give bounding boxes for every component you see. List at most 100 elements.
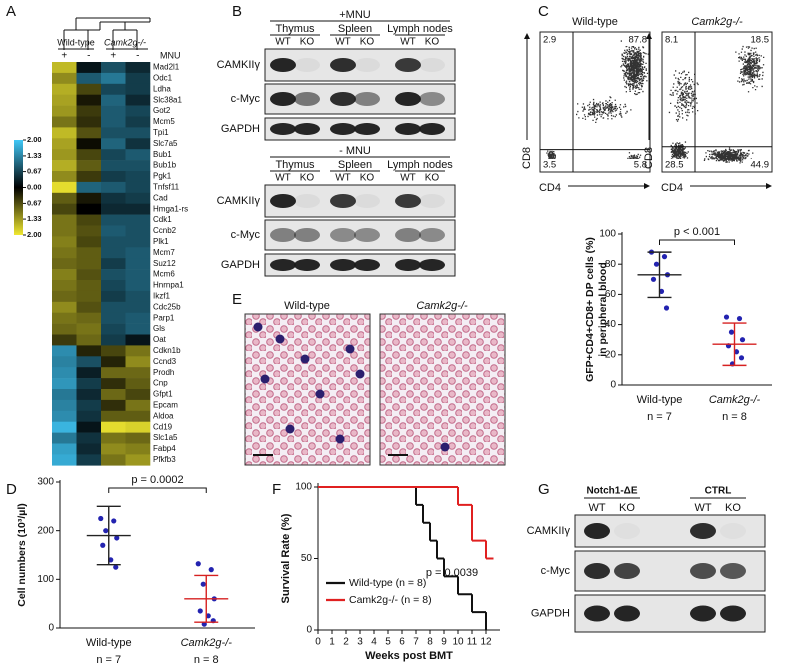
plot-title: Wild-type bbox=[572, 16, 618, 28]
gene-label: Mcm5 bbox=[153, 117, 175, 126]
treatment-sign: + bbox=[110, 51, 116, 62]
y-axis-label: Survival Rate (%) bbox=[280, 513, 292, 603]
colorbar-label: 1.33 bbox=[27, 151, 42, 160]
heatmap-cell bbox=[52, 290, 77, 303]
treatment-sign: - bbox=[136, 51, 139, 62]
quadrant-bg bbox=[747, 159, 770, 171]
heatmap-cell bbox=[101, 378, 126, 390]
heatmap-cell bbox=[125, 323, 151, 335]
heatmap-cell bbox=[52, 94, 77, 106]
data-point bbox=[728, 329, 735, 335]
gene-label: Oat bbox=[153, 335, 167, 344]
heatmap-cell bbox=[76, 171, 102, 183]
quadrant-value: 5.8 bbox=[634, 160, 647, 171]
blot-band bbox=[294, 123, 320, 135]
heatmap-cell bbox=[125, 116, 151, 128]
heatmap-cell bbox=[125, 312, 151, 324]
heatmap-cell bbox=[101, 236, 126, 248]
heatmap-cell bbox=[52, 410, 77, 422]
heatmap-cell bbox=[101, 399, 126, 412]
heatmap-cell bbox=[125, 334, 151, 346]
blot-band bbox=[720, 563, 746, 579]
heatmap-cell bbox=[76, 443, 102, 455]
heatmap-cell bbox=[125, 72, 151, 85]
heatmap-cell bbox=[101, 160, 126, 172]
blot-band bbox=[395, 194, 421, 208]
heatmap-cell bbox=[52, 301, 77, 313]
heatmap-cell bbox=[125, 378, 151, 390]
protein-label: c-Myc bbox=[541, 565, 571, 577]
heatmap-cell bbox=[52, 378, 77, 390]
heatmap-cell bbox=[125, 301, 151, 313]
panel-letter: B bbox=[232, 3, 242, 20]
heatmap-cell bbox=[76, 280, 102, 292]
x-tick-label: 3 bbox=[357, 637, 363, 648]
lane-label: KO bbox=[725, 502, 741, 514]
heatmap-cell bbox=[76, 421, 102, 433]
heatmap-cell bbox=[52, 334, 77, 346]
heatmap-cell bbox=[76, 290, 102, 303]
data-point bbox=[111, 518, 117, 524]
data-point bbox=[195, 561, 201, 567]
y-tick-label: 80 bbox=[605, 259, 617, 270]
lane-label: KO bbox=[360, 173, 375, 184]
heatmap-cell bbox=[125, 181, 151, 194]
quadrant-bg bbox=[664, 34, 687, 46]
gene-label: Hnrnpa1 bbox=[153, 281, 184, 290]
p-value: p = 0.0039 bbox=[426, 567, 478, 579]
blot-band bbox=[395, 228, 421, 242]
significance-bracket bbox=[108, 487, 207, 493]
lane-label: KO bbox=[425, 37, 440, 48]
heatmap-cell bbox=[101, 323, 126, 335]
blot-band bbox=[395, 259, 421, 271]
panel-letter: E bbox=[232, 291, 242, 308]
axis-label: CD4 bbox=[539, 182, 561, 194]
heatmap-cell bbox=[101, 94, 126, 106]
blot-band bbox=[330, 92, 356, 106]
image-title: Camk2g-/- bbox=[416, 300, 468, 312]
gene-label: Tnfsf11 bbox=[153, 182, 180, 191]
blot-band bbox=[690, 605, 716, 622]
lane-label: WT bbox=[400, 37, 416, 48]
x-tick-label: 2 bbox=[343, 637, 349, 648]
y-tick-label: 0 bbox=[306, 625, 312, 636]
y-tick-label: 100 bbox=[295, 482, 312, 493]
blot-strip bbox=[264, 184, 456, 218]
heatmap-cell bbox=[76, 301, 102, 313]
blast-cell bbox=[355, 369, 365, 379]
tissue-label: Thymus bbox=[275, 23, 315, 35]
blot-band bbox=[419, 194, 445, 208]
colorbar-label: 2.00 bbox=[27, 230, 42, 239]
heatmap-cell bbox=[76, 323, 102, 335]
legend-label: Wild-type (n = 8) bbox=[349, 577, 426, 589]
quadrant-value: 87.8 bbox=[629, 35, 648, 46]
group-n: n = 8 bbox=[194, 654, 219, 664]
blast-cell bbox=[440, 442, 450, 452]
heatmap-cell bbox=[101, 443, 126, 455]
gene-label: Gls bbox=[153, 324, 165, 333]
data-point bbox=[736, 315, 743, 322]
blot-band bbox=[294, 92, 320, 106]
gene-label: Mcm7 bbox=[153, 248, 175, 257]
gene-label: Gfpt1 bbox=[153, 390, 173, 399]
group-n: n = 7 bbox=[96, 654, 121, 664]
heatmap-cell bbox=[52, 389, 77, 401]
heatmap-cell bbox=[125, 62, 151, 74]
colorbar-label: 0.00 bbox=[27, 182, 42, 191]
heatmap-cell bbox=[125, 225, 151, 237]
y-axis-label: in peripheral blood bbox=[597, 262, 609, 357]
heatmap-cell bbox=[125, 290, 151, 303]
heatmap-cell bbox=[52, 225, 77, 237]
lane-label: KO bbox=[300, 37, 315, 48]
gene-label: Plk1 bbox=[153, 237, 169, 246]
heatmap-cell bbox=[101, 192, 126, 204]
heatmap-cell bbox=[52, 247, 77, 259]
heatmap-cell bbox=[76, 410, 102, 422]
arrow-head bbox=[644, 183, 650, 189]
heatmap-cell bbox=[125, 247, 151, 259]
quadrant-bg bbox=[542, 34, 565, 46]
heatmap-cell bbox=[52, 72, 77, 85]
heatmap-cell bbox=[125, 127, 151, 139]
data-point bbox=[197, 608, 203, 614]
heatmap-cell bbox=[76, 127, 102, 139]
